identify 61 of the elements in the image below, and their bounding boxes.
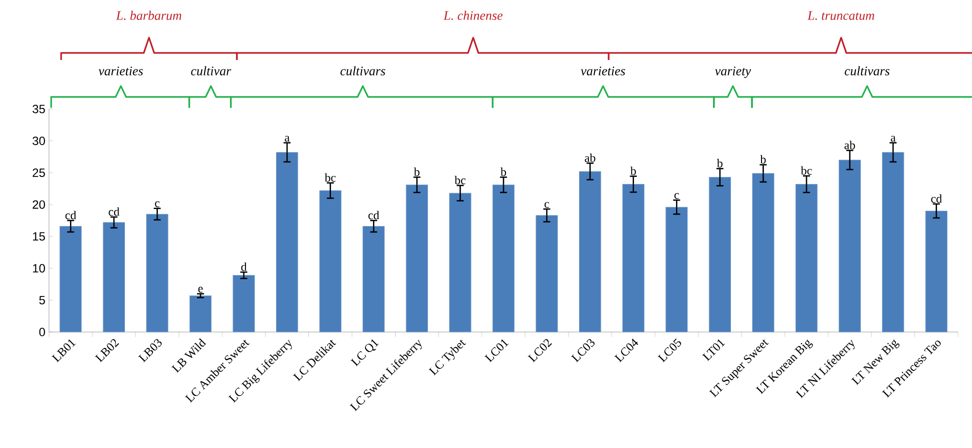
text: varieties: [580, 66, 626, 76]
data-label: c: [544, 202, 550, 208]
data-label: bc: [800, 166, 812, 175]
bar: [838, 160, 861, 332]
x-tick-label: LB Wild: [172, 338, 206, 373]
text: cultivars: [844, 66, 890, 76]
data-label: b: [716, 158, 722, 168]
bar: [189, 295, 212, 332]
data-label: c: [674, 193, 679, 199]
data-label: ab: [844, 140, 855, 150]
bar: [232, 275, 255, 332]
data-label: c: [155, 201, 160, 208]
text: cultivars: [340, 66, 386, 76]
data-label: cd: [931, 194, 942, 203]
text: cultivar: [191, 66, 232, 76]
data-label: b: [414, 168, 420, 176]
data-label: cd: [368, 210, 380, 220]
bar: [319, 190, 342, 332]
y-tick-label: 30: [32, 136, 46, 146]
y-tick-label: 25: [32, 168, 45, 177]
data-label: b: [500, 168, 506, 176]
bar: [276, 152, 298, 332]
data-label: a: [890, 136, 896, 142]
x-tick-label: LC Q1: [350, 339, 379, 366]
y-tick-label: 10: [33, 264, 46, 273]
bar: [708, 176, 731, 332]
bar: [102, 222, 125, 332]
bar: [666, 206, 688, 332]
bar: [752, 173, 774, 332]
text: L. truncatum: [807, 11, 874, 20]
bar: [492, 184, 515, 332]
bar: [882, 152, 904, 332]
data-label: e: [198, 286, 203, 293]
y-tick-label: 20: [32, 200, 46, 209]
bar: [622, 184, 644, 332]
text: L. barbarum: [116, 10, 182, 20]
bar: [536, 215, 558, 332]
data-label: bc: [324, 173, 336, 182]
data-label: cd: [108, 207, 120, 216]
text: varieties: [98, 66, 143, 76]
bar: [406, 184, 428, 332]
bar: [146, 214, 168, 332]
y-tick-label: 15: [33, 232, 45, 241]
bar: [925, 210, 948, 332]
data-label: b: [760, 155, 766, 164]
data-label: d: [241, 262, 247, 271]
data-label: ab: [584, 154, 596, 162]
text: variety: [715, 66, 751, 78]
data-label: cd: [65, 210, 76, 220]
y-tick-label: 0: [39, 328, 46, 336]
bar: [795, 184, 818, 332]
text: L. chinense: [443, 10, 503, 20]
data-label: a: [284, 136, 290, 142]
bar: [60, 226, 82, 332]
bar: [449, 192, 472, 332]
bar: [362, 226, 385, 332]
bar: [579, 171, 602, 332]
data-label: bc: [454, 176, 466, 184]
y-tick-label: 5: [39, 296, 45, 304]
data-label: b: [630, 166, 636, 176]
y-tick-label: 35: [32, 104, 45, 114]
